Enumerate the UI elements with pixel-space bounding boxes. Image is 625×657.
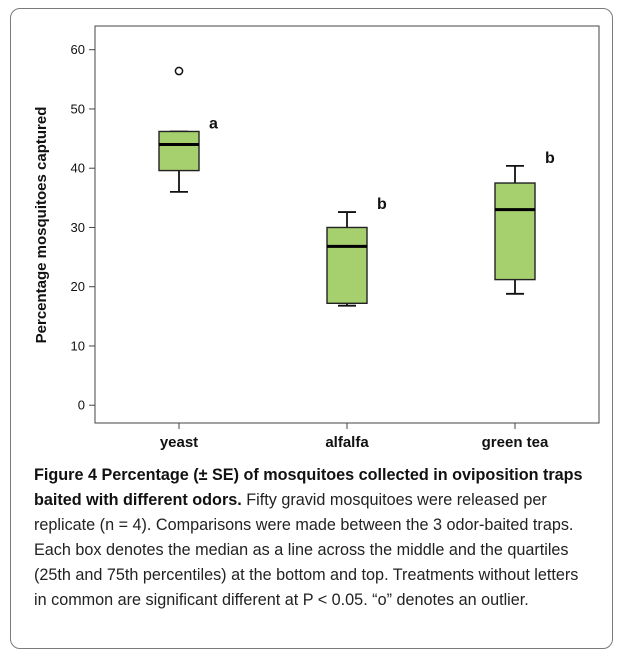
box-iqr: [494, 182, 536, 281]
boxes: a b b: [158, 66, 555, 307]
y-tick-label-0: 0: [78, 398, 85, 413]
y-tick-label-20: 20: [71, 279, 85, 294]
x-tick-label-1: alfalfa: [325, 434, 369, 451]
y-tick-label-30: 30: [71, 220, 85, 235]
box-2: b: [494, 150, 555, 295]
y-tick-label-50: 50: [71, 101, 85, 116]
y-axis: 0 10 20 30 40 50 60: [71, 42, 95, 413]
y-tick-label-40: 40: [71, 161, 85, 176]
figure-caption: Figure 4 Percentage (± SE) of mosquitoes…: [34, 463, 594, 613]
y-tick-label-60: 60: [71, 42, 85, 57]
significance-letter: b: [377, 196, 387, 213]
box-1: b: [326, 196, 387, 307]
y-axis-label: Percentage mosquitoes captured: [33, 107, 50, 344]
box-0: a: [158, 66, 218, 193]
box-iqr: [158, 130, 200, 172]
x-tick-label-0: yeast: [160, 434, 198, 451]
x-tick-label-2: green tea: [482, 434, 549, 451]
y-tick-label-10: 10: [71, 338, 85, 353]
outlier-0: [174, 66, 184, 76]
significance-letter: a: [209, 115, 218, 132]
box-iqr: [326, 226, 368, 305]
x-axis: yeast alfalfa green tea: [160, 423, 549, 451]
caption-title: Figure 4 Percentage (± SE) of mosquitoes…: [34, 466, 583, 509]
caption-body: Fifty gravid mosquitoes were released pe…: [34, 491, 579, 609]
significance-letter: b: [545, 150, 555, 167]
